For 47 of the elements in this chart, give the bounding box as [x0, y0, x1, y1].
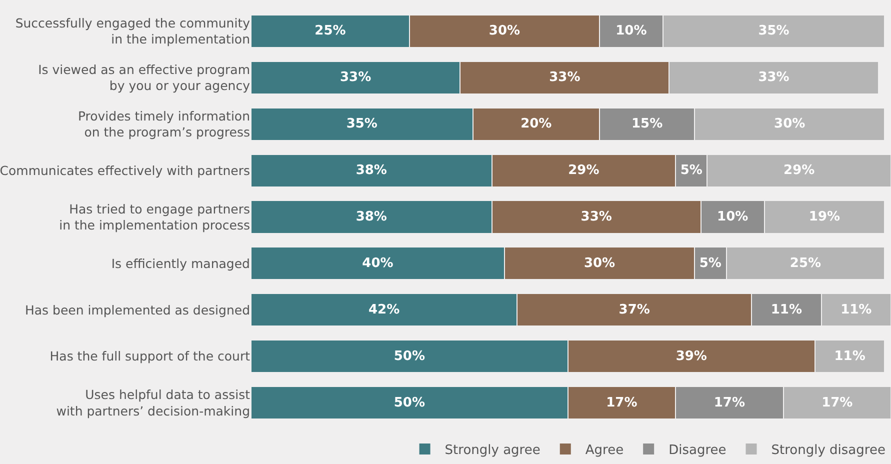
- data-label: 35%: [346, 116, 378, 132]
- data-label: 38%: [356, 210, 387, 224]
- data-label: 37%: [618, 302, 650, 318]
- data-label: 33%: [549, 70, 580, 86]
- data-label: 40%: [362, 256, 394, 271]
- data-label: 10%: [717, 210, 748, 224]
- data-label: 15%: [631, 116, 663, 132]
- y-tick-label: Has the full support of the court: [50, 348, 250, 364]
- data-label: 19%: [808, 210, 840, 224]
- legend-label: Disagree: [668, 443, 726, 458]
- data-label: 50%: [394, 348, 425, 364]
- y-tick-label: Has tried to engage partners in the implementation process: [59, 201, 250, 232]
- y-tick-label: Uses helpful data to assist with partners’ decision-making: [56, 387, 250, 418]
- legend-label: Strongly disagree: [771, 443, 886, 458]
- data-label: 33%: [580, 210, 612, 224]
- y-tick-label: Successfully engaged the community in the implementation: [15, 15, 251, 47]
- data-label: 11%: [840, 302, 872, 318]
- data-label: 5%: [699, 256, 722, 271]
- data-label: 35%: [758, 24, 790, 39]
- data-label: 42%: [368, 302, 400, 318]
- y-tick-label: Has been implemented as designed: [24, 302, 250, 318]
- data-label: 17%: [606, 395, 638, 410]
- legend-label: Strongly agree: [444, 443, 540, 458]
- data-label: 30%: [774, 116, 806, 132]
- y-tick-label: Provides timely information on the program’s progress: [78, 108, 250, 140]
- data-label: 25%: [314, 24, 346, 39]
- data-label: 20%: [520, 116, 552, 132]
- data-label: 38%: [356, 163, 387, 178]
- data-label: 30%: [584, 256, 616, 271]
- data-label: 17%: [822, 395, 853, 410]
- data-label: 17%: [714, 395, 745, 410]
- y-tick-label: Is efficiently managed: [111, 256, 250, 271]
- data-label: 39%: [676, 348, 707, 364]
- data-label: 33%: [758, 70, 790, 86]
- data-label: 50%: [394, 395, 425, 410]
- data-label: 29%: [784, 163, 815, 178]
- y-tick-label: Is viewed as an effective program by you or your agency: [38, 62, 251, 94]
- data-label: 5%: [680, 163, 702, 178]
- data-label: 30%: [488, 24, 520, 39]
- data-label: 29%: [568, 163, 600, 178]
- legend-label: Agree: [585, 443, 624, 458]
- data-label: 25%: [790, 256, 822, 271]
- data-label: 11%: [834, 348, 866, 364]
- y-tick-label: Communicates effectively with partners: [0, 162, 250, 178]
- data-label: 33%: [340, 70, 372, 86]
- data-label: 10%: [616, 24, 647, 39]
- data-label: 11%: [770, 302, 802, 318]
